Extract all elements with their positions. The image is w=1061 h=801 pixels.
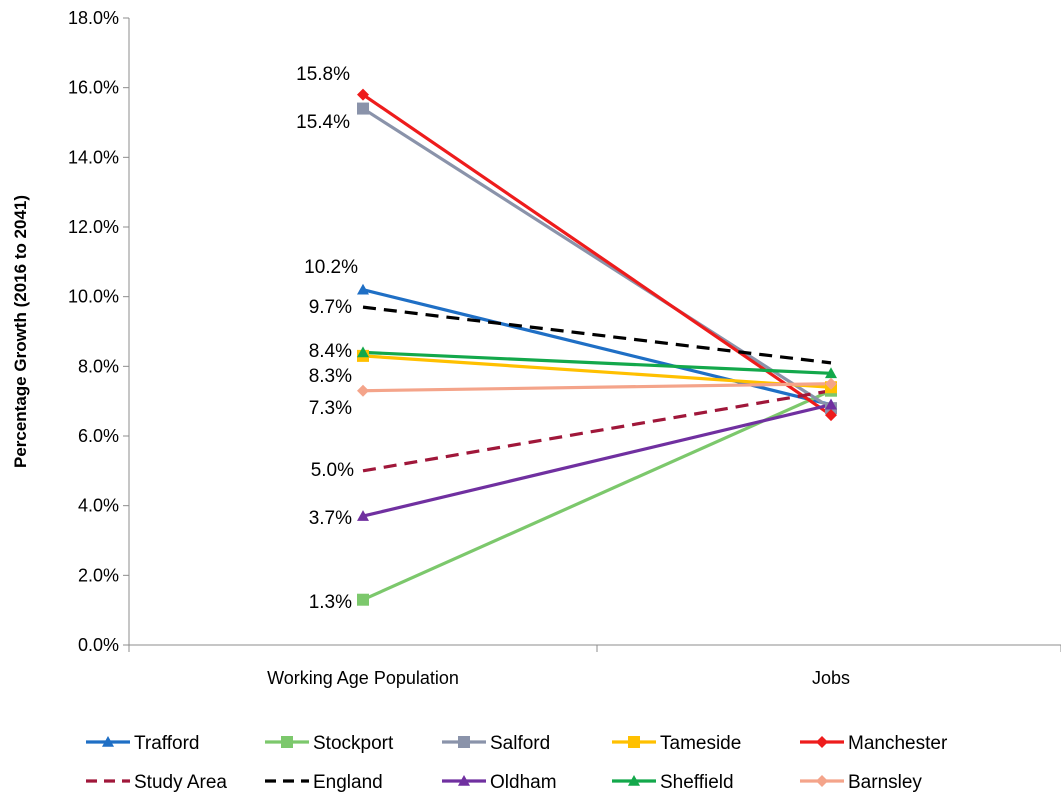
y-tick-label: 2.0% (78, 565, 119, 585)
y-tick-label: 18.0% (68, 8, 119, 28)
series-line-salford (362, 107, 832, 410)
data-label-manchester: 15.8% (296, 64, 350, 85)
marker-sheffield (357, 346, 369, 358)
legend-label: Trafford (134, 733, 199, 754)
data-label-barnsley: 7.3% (309, 398, 352, 419)
legend: Trafford Stockport Salford Tameside Manchest… (86, 733, 948, 793)
marker-manchester (825, 409, 837, 422)
legend-item-barnsley: Barnsley (800, 772, 922, 793)
marker-oldham (357, 510, 369, 521)
data-label-study-area: 5.0% (311, 460, 354, 481)
legend-marker (816, 736, 828, 748)
legend-item-manchester: Manchester (800, 733, 948, 754)
series-lines (362, 93, 832, 602)
series-line-barnsley (362, 382, 832, 393)
series-line-manchester (362, 93, 832, 417)
legend-label: Barnsley (848, 772, 922, 793)
marker-sheffield (825, 367, 837, 379)
legend-item-tameside: Tameside (612, 733, 741, 754)
data-label-oldham: 3.7% (309, 508, 352, 529)
legend-item-oldham: Oldham (442, 772, 557, 793)
legend-label: Manchester (848, 733, 948, 754)
data-label-tameside: 8.3% (309, 366, 352, 387)
legend-item-sheffield: Sheffield (612, 772, 734, 793)
data-label-salford: 15.4% (296, 112, 350, 133)
y-tick-label: 10.0% (68, 287, 119, 307)
legend-item-england: England (265, 772, 383, 793)
legend-marker (628, 775, 640, 786)
legend-marker (628, 736, 640, 748)
x-tick-label: Working Age Population (267, 668, 459, 688)
value-labels: 10.2% 1.3% 15.4% 8.3% 15.8% 5.0% 9.7% 3.7% 8.4% 7… (296, 64, 358, 613)
legend-label: Tameside (660, 733, 741, 754)
data-label-trafford: 10.2% (304, 257, 358, 278)
legend-label: Stockport (313, 733, 394, 754)
legend-marker (281, 736, 293, 748)
legend-marker (458, 736, 470, 748)
legend-label: Salford (490, 733, 550, 754)
legend-item-stockport: Stockport (265, 733, 394, 754)
data-label-stockport: 1.3% (309, 592, 352, 613)
y-tick-label: 14.0% (68, 147, 119, 167)
legend-label: Oldham (490, 772, 557, 793)
marker-barnsley (825, 377, 837, 390)
legend-marker (102, 736, 114, 747)
marker-oldham (825, 398, 837, 410)
legend-marker (458, 775, 470, 786)
x-tick-label: Jobs (812, 668, 850, 688)
series-markers (357, 88, 837, 606)
legend-item-trafford: Trafford (86, 733, 199, 754)
legend-item-study-area: Study Area (86, 772, 227, 793)
marker-salford (357, 102, 369, 115)
y-tick-label: 12.0% (68, 217, 119, 237)
marker-stockport (357, 593, 369, 606)
legend-item-salford: Salford (442, 733, 550, 754)
y-tick-label: 0.0% (78, 635, 119, 655)
marker-trafford (357, 283, 369, 295)
series-line-england (362, 305, 832, 365)
y-tick-label: 8.0% (78, 356, 119, 376)
series-line-oldham (362, 403, 832, 518)
series-line-sheffield (362, 350, 832, 375)
y-tick-label: 6.0% (78, 426, 119, 446)
y-tick-label: 16.0% (68, 78, 119, 98)
marker-barnsley (357, 384, 369, 397)
legend-label: Study Area (134, 772, 227, 793)
y-axis-title: Percentage Growth (2016 to 2041) (11, 195, 30, 468)
y-tick-label: 4.0% (78, 496, 119, 516)
series-line-stockport (362, 389, 832, 602)
legend-label: England (313, 772, 383, 793)
marker-manchester (357, 88, 369, 101)
series-line-study-area (362, 389, 832, 473)
axes: 0.0% 2.0% 4.0% 6.0% 8.0% 10.0% 12.0% 14.0% 16.0%… (11, 8, 1061, 688)
data-label-sheffield: 8.4% (309, 341, 352, 362)
legend-label: Sheffield (660, 772, 734, 793)
legend-marker (816, 775, 828, 787)
data-label-england: 9.7% (309, 297, 352, 318)
series-line-tameside (362, 354, 832, 389)
